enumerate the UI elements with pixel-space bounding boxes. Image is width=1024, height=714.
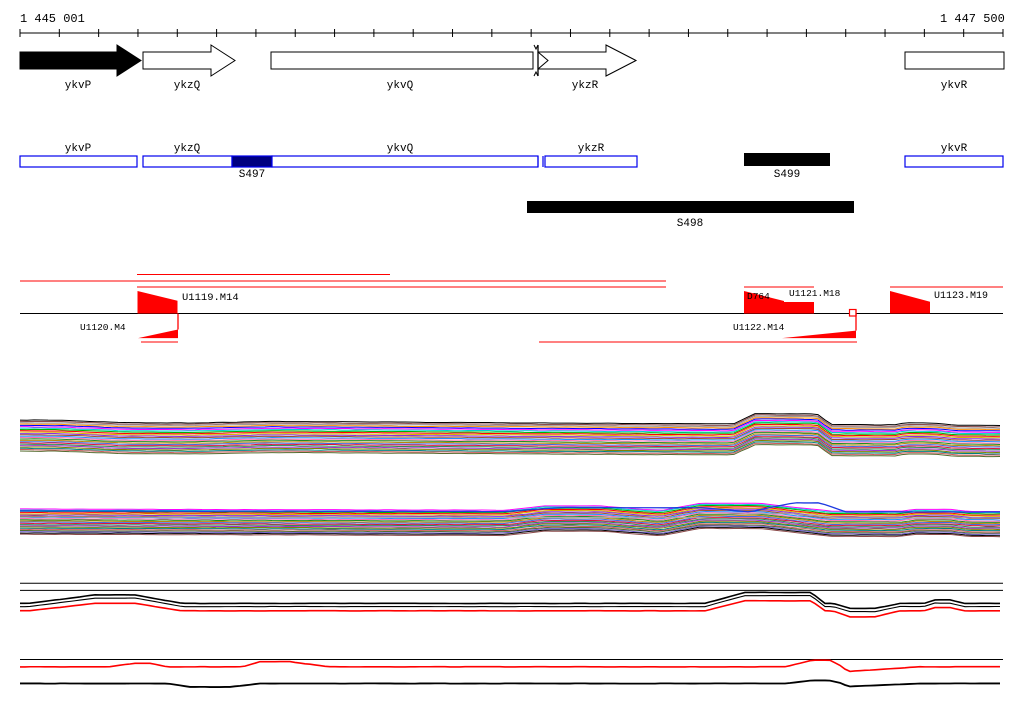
svg-text:ykvR: ykvR <box>941 80 968 92</box>
svg-text:ykvP: ykvP <box>65 143 92 155</box>
svg-text:ykzQ: ykzQ <box>174 143 201 155</box>
svg-text:ykvQ: ykvQ <box>387 80 414 92</box>
svg-text:ykvR: ykvR <box>941 143 968 155</box>
svg-text:ykzR: ykzR <box>572 80 599 92</box>
svg-text:ykzQ: ykzQ <box>174 80 201 92</box>
svg-text:U1122.M14: U1122.M14 <box>733 322 785 333</box>
svg-text:U1119.M14: U1119.M14 <box>182 292 239 304</box>
svg-text:U1121.M18: U1121.M18 <box>789 288 841 299</box>
svg-text:S497: S497 <box>239 169 265 181</box>
svg-text:D764: D764 <box>747 291 770 302</box>
svg-text:ykvP: ykvP <box>65 80 92 92</box>
svg-text:ykzR: ykzR <box>578 143 605 155</box>
svg-text:ykvQ: ykvQ <box>387 143 414 155</box>
svg-text:S499: S499 <box>774 169 800 181</box>
svg-text:1 445 001: 1 445 001 <box>20 12 85 26</box>
svg-text:1 447 500: 1 447 500 <box>940 12 1005 26</box>
svg-text:S498: S498 <box>677 218 703 230</box>
svg-text:U1123.M19: U1123.M19 <box>934 291 988 302</box>
svg-text:U1120.M4: U1120.M4 <box>80 322 126 333</box>
